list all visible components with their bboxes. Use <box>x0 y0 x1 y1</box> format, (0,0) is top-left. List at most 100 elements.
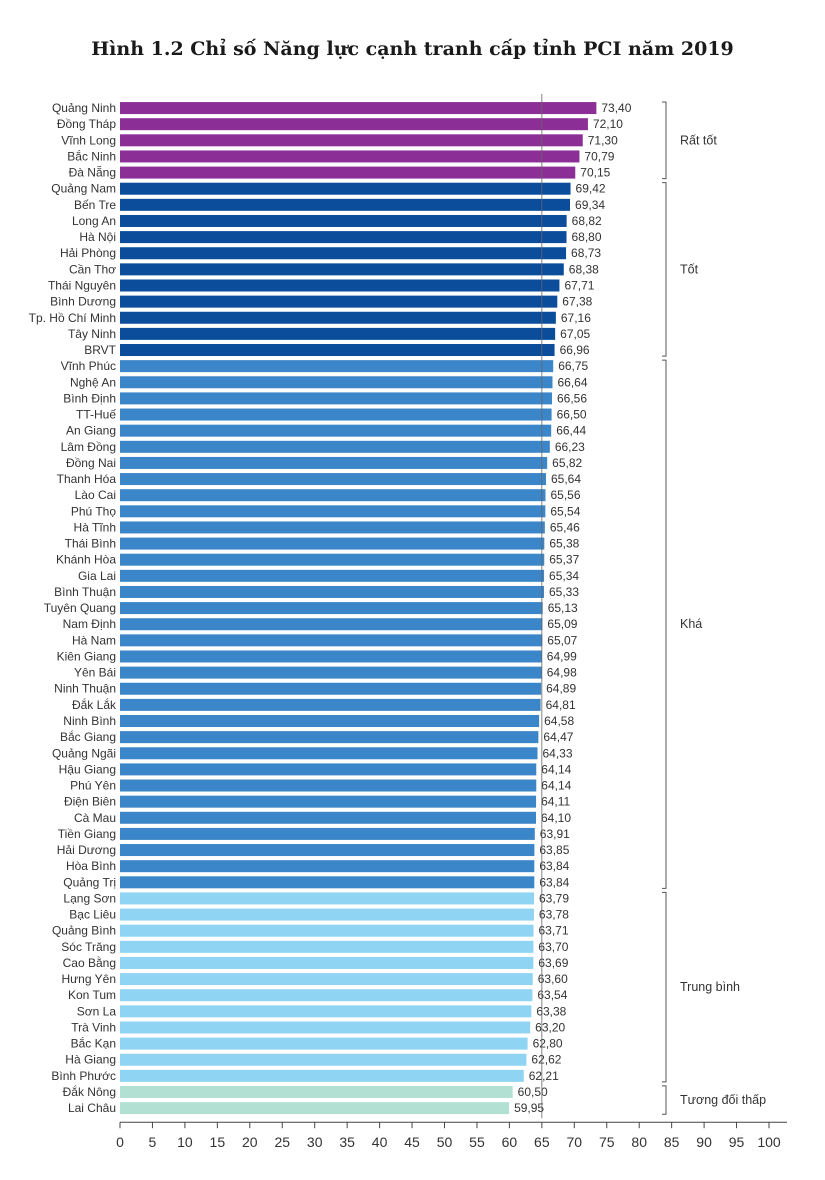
value-label: 65,46 <box>550 520 580 534</box>
category-label: Đắk Lắk <box>72 697 117 712</box>
value-label: 70,15 <box>580 166 610 180</box>
bar <box>120 795 537 808</box>
bar <box>120 618 543 631</box>
bar <box>120 973 533 986</box>
value-label: 62,21 <box>529 1069 559 1083</box>
category-label: Trà Vinh <box>71 1020 116 1034</box>
value-label: 67,16 <box>561 311 591 325</box>
x-tick-label: 75 <box>599 1134 615 1150</box>
category-label: Kon Tum <box>68 988 116 1002</box>
value-label: 59,95 <box>514 1101 544 1115</box>
bar <box>120 424 552 437</box>
bar <box>120 440 550 453</box>
value-label: 63,84 <box>539 859 569 873</box>
bar <box>120 392 552 405</box>
x-tick-label: 90 <box>696 1134 712 1150</box>
bar <box>120 198 571 211</box>
category-label: Lào Cai <box>75 488 116 502</box>
value-label: 66,23 <box>555 440 585 454</box>
bar <box>120 344 555 357</box>
category-label: Lâm Đồng <box>61 440 116 454</box>
bar <box>120 118 588 131</box>
category-label: Bình Thuận <box>54 585 116 599</box>
value-label: 65,37 <box>549 553 579 567</box>
value-label: 65,09 <box>547 617 577 631</box>
bar <box>120 376 553 389</box>
category-label: Tiền Giang <box>58 827 116 841</box>
value-label: 63,78 <box>539 908 569 922</box>
value-label: 68,82 <box>572 214 602 228</box>
category-label: Bắc Ninh <box>67 148 116 163</box>
x-tick-label: 5 <box>149 1134 157 1150</box>
group-label: Trung bình <box>680 980 740 994</box>
category-label: Sóc Trăng <box>61 940 116 954</box>
value-label: 63,71 <box>538 924 568 938</box>
group-label: Tương đối thấp <box>680 1093 766 1107</box>
value-label: 68,38 <box>569 262 599 276</box>
x-tick-label: 65 <box>534 1134 550 1150</box>
bar <box>120 1005 532 1018</box>
bar <box>120 602 543 615</box>
value-label: 63,91 <box>540 827 570 841</box>
value-label: 64,14 <box>541 779 571 793</box>
x-tick-label: 60 <box>502 1134 518 1150</box>
category-label: Phú Thọ <box>71 504 116 518</box>
category-label: Vĩnh Phúc <box>61 359 116 373</box>
group-label: Khá <box>680 617 702 631</box>
chart-title: Hình 1.2 Chỉ số Năng lực cạnh tranh cấp … <box>91 38 734 60</box>
category-label: Vĩnh Long <box>61 133 116 147</box>
value-label: 65,38 <box>549 537 579 551</box>
bar <box>120 521 545 534</box>
value-label: 65,34 <box>549 569 579 583</box>
value-label: 60,50 <box>518 1085 548 1099</box>
category-label: Bắc Giang <box>60 729 116 744</box>
value-label: 64,81 <box>546 698 576 712</box>
value-label: 64,14 <box>541 762 571 776</box>
category-label: Cà Mau <box>74 811 116 825</box>
value-label: 63,20 <box>535 1020 565 1034</box>
group-bracket <box>662 1085 667 1115</box>
x-tick-label: 15 <box>210 1134 226 1150</box>
bar <box>120 892 534 905</box>
group-bracket <box>662 359 667 889</box>
value-label: 67,05 <box>560 327 590 341</box>
value-label: 66,50 <box>557 408 587 422</box>
value-label: 65,64 <box>551 472 581 486</box>
bar <box>120 650 542 663</box>
value-label: 65,56 <box>550 488 580 502</box>
x-tick-label: 30 <box>307 1134 323 1150</box>
category-label: Nghệ An <box>70 375 116 389</box>
group-label: Tốt <box>680 262 699 276</box>
category-label: Hưng Yên <box>61 972 116 986</box>
value-label: 63,85 <box>539 843 569 857</box>
bar <box>120 214 567 227</box>
x-tick-label: 55 <box>469 1134 485 1150</box>
category-label: Thái Bình <box>65 537 116 551</box>
category-label: Ninh Thuận <box>54 682 116 696</box>
value-label: 62,80 <box>533 1037 563 1051</box>
value-label: 64,47 <box>543 730 573 744</box>
bar <box>120 731 539 744</box>
bar <box>120 327 556 340</box>
bar <box>120 102 597 115</box>
category-label: Tây Ninh <box>68 327 116 341</box>
category-label: TT-Huế <box>76 408 116 422</box>
value-label: 65,54 <box>550 504 580 518</box>
x-tick-label: 25 <box>274 1134 290 1150</box>
group-label: Rất tốt <box>680 133 717 147</box>
category-label: Sơn La <box>77 1004 117 1018</box>
bar <box>120 779 537 792</box>
bar <box>120 182 571 195</box>
bar <box>120 456 548 469</box>
bar <box>120 747 538 760</box>
bar <box>120 989 533 1002</box>
bar <box>120 1037 528 1050</box>
value-label: 71,30 <box>588 133 618 147</box>
category-label: Yên Bái <box>74 666 116 680</box>
category-label: Hậu Giang <box>59 762 116 776</box>
category-label: Nam Định <box>63 617 116 631</box>
value-label: 64,11 <box>541 795 570 809</box>
bar <box>120 827 535 840</box>
category-label: Long An <box>72 214 116 228</box>
